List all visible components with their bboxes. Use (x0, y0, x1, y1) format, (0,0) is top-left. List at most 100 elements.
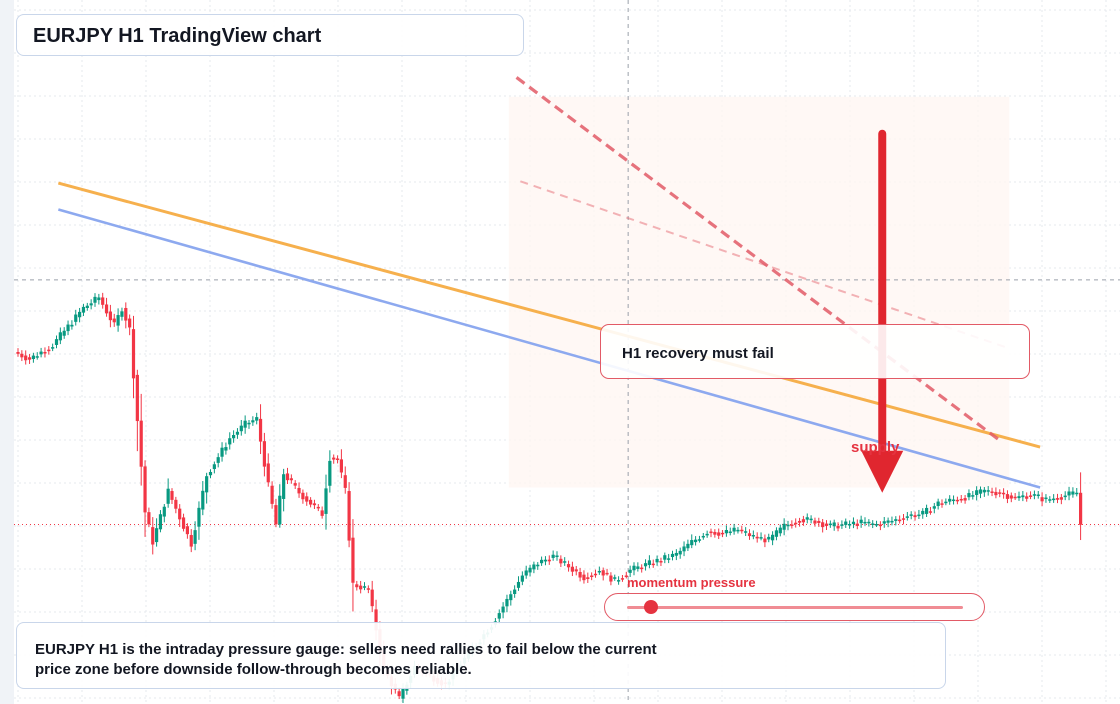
candle-body (62, 330, 66, 336)
candle-body (755, 536, 759, 539)
candle-body (1025, 496, 1029, 499)
candle-body (181, 517, 186, 529)
candle-body (747, 533, 752, 537)
candle-body (817, 520, 821, 523)
candle-body (559, 558, 563, 564)
candle-body (131, 329, 136, 379)
candle-body (278, 495, 282, 525)
candle-body (89, 303, 93, 306)
candle-body (632, 565, 636, 571)
momentum-knob[interactable] (643, 600, 658, 614)
candle-body (1071, 491, 1075, 495)
candle-body (932, 506, 936, 509)
candle-body (301, 492, 305, 500)
candle-body (255, 417, 259, 421)
candle-body (898, 519, 902, 522)
down-arrow-icon (861, 129, 904, 493)
candle-body (882, 521, 886, 524)
candle-body (1067, 491, 1071, 496)
candle-body (959, 498, 963, 501)
candle-body (205, 476, 209, 493)
candle-body (955, 499, 959, 502)
candle-body (917, 514, 921, 517)
candle-body (112, 318, 116, 323)
price-scale-strip (0, 0, 14, 704)
candle-body (867, 521, 871, 524)
candle-body (963, 498, 967, 501)
candle-body (586, 577, 590, 580)
candle-body (782, 523, 786, 530)
candle-body (104, 304, 109, 314)
candle-body (355, 584, 359, 588)
candle-body (940, 503, 944, 505)
candle-body (1028, 495, 1033, 497)
candle-body (235, 431, 240, 435)
candle-body (1040, 497, 1044, 502)
candle-body (155, 528, 159, 543)
candle-body (809, 518, 813, 521)
candle-body (890, 520, 894, 523)
candle-body (751, 535, 755, 537)
trendlines[interactable] (57, 76, 1041, 489)
candle-body (285, 473, 290, 481)
candle-body (828, 523, 832, 526)
candle-body (397, 691, 401, 697)
candle-body (208, 471, 213, 476)
candle-body (574, 569, 578, 572)
candle-body (293, 483, 297, 486)
candle-body (66, 324, 70, 332)
candle-body (990, 491, 994, 493)
candle-body (197, 507, 201, 527)
candle-body (744, 531, 748, 533)
candle-body (778, 527, 782, 534)
candle-body (855, 523, 859, 526)
candle-body (162, 506, 166, 517)
candle-body (667, 558, 671, 560)
candle-body (143, 466, 147, 513)
candle-body (790, 524, 794, 526)
candle-body (998, 492, 1002, 494)
candle-body (120, 311, 124, 317)
candle-body (312, 503, 317, 506)
candle-body (690, 540, 694, 546)
candle-body (593, 573, 598, 576)
candle-body (874, 523, 879, 526)
candle-body (1048, 499, 1052, 501)
candle-body (270, 485, 274, 504)
candle-body (901, 518, 906, 520)
candle-body (74, 314, 78, 322)
candle-body (305, 496, 309, 502)
candle-body (640, 567, 644, 570)
momentum-track (627, 606, 963, 609)
candle-body (636, 566, 640, 569)
candle-body (170, 491, 174, 500)
candle-body (617, 580, 621, 582)
candle-body (951, 499, 956, 502)
candle-body (886, 520, 890, 523)
candle-body (728, 531, 732, 534)
candle-body (986, 490, 990, 492)
candle-body (848, 523, 852, 526)
candle-body (813, 520, 817, 524)
candle-body (35, 356, 39, 358)
candle-body (894, 519, 898, 521)
candle-body (1059, 497, 1063, 500)
trendline-blue (57, 208, 1041, 489)
candle-body (720, 532, 725, 535)
candle-body (697, 539, 702, 541)
candle-body (135, 374, 139, 422)
candle-body (971, 495, 975, 497)
candle-body (332, 457, 336, 460)
candle-body (978, 489, 983, 494)
candle-body (928, 511, 933, 513)
candle-body (832, 522, 836, 527)
candle-body (555, 555, 559, 558)
candle-body (643, 563, 648, 567)
candle-body (147, 512, 151, 525)
candle-body (547, 559, 551, 562)
candle-body (401, 688, 405, 699)
momentum-slider[interactable] (604, 593, 985, 621)
candle-body (1079, 492, 1083, 525)
candle-body (620, 578, 625, 580)
candle-body (686, 543, 690, 549)
